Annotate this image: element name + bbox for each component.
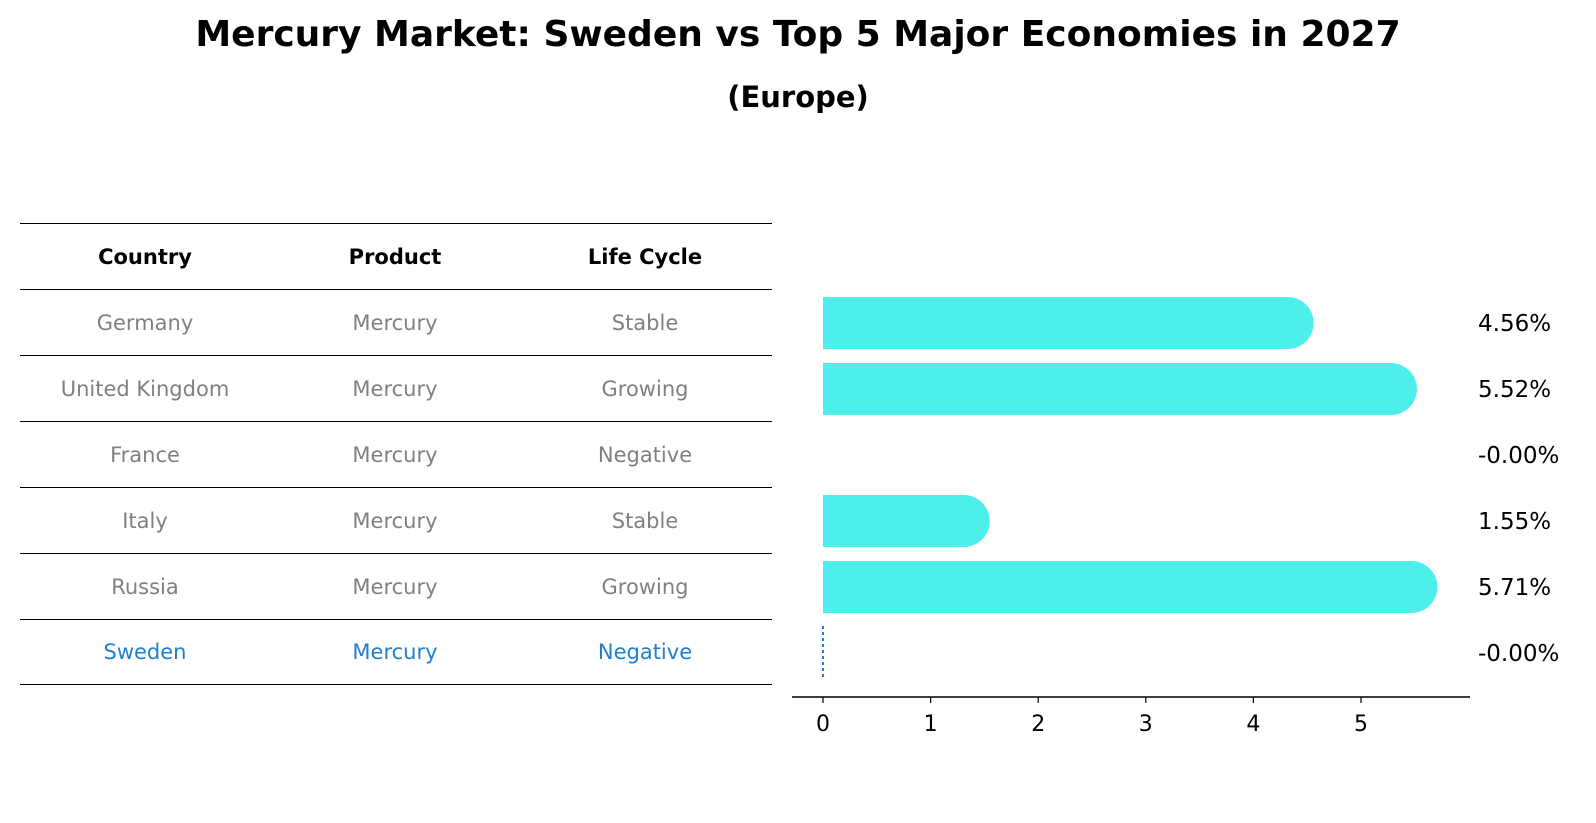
cell-life-cycle: Stable (611, 508, 679, 533)
cell-country: France (110, 442, 180, 467)
cell-product: Mercury (352, 310, 438, 335)
header-life-cycle: Life Cycle (587, 244, 703, 269)
cell-product: Mercury (352, 442, 438, 467)
header-product: Product (348, 244, 442, 269)
x-tick-label: 1 (924, 712, 938, 737)
table-row: Italy Mercury Stable (20, 487, 772, 553)
cell-product: Mercury (352, 574, 438, 599)
cell-country: Sweden (103, 640, 187, 664)
value-label: 4.56% (1478, 311, 1551, 337)
value-label: -0.00% (1478, 443, 1559, 469)
x-tick-label: 3 (1139, 712, 1153, 737)
chart-title: Mercury Market: Sweden vs Top 5 Major Ec… (195, 14, 1401, 55)
cell-product: Mercury (352, 640, 438, 664)
x-tick-label: 4 (1246, 712, 1260, 737)
cell-life-cycle: Negative (597, 640, 693, 664)
header-country: Country (98, 244, 192, 269)
cell-life-cycle: Stable (611, 310, 679, 335)
cell-product: Mercury (352, 376, 438, 401)
cell-country: United Kingdom (60, 376, 230, 401)
bar (823, 495, 990, 547)
table-row: France Mercury Negative (20, 421, 772, 487)
table-row: United Kingdom Mercury Growing (20, 355, 772, 421)
value-label: 1.55% (1478, 509, 1551, 535)
cell-country: Italy (122, 508, 168, 533)
table-row-highlight: Sweden Mercury Negative (20, 619, 772, 685)
x-tick-label: 2 (1031, 712, 1045, 737)
cell-life-cycle: Growing (601, 376, 689, 401)
cell-country: Germany (96, 310, 194, 335)
cell-life-cycle: Growing (601, 574, 689, 599)
value-label: 5.71% (1478, 575, 1551, 601)
table-row: Germany Mercury Stable (20, 289, 772, 355)
bar (823, 561, 1438, 613)
value-label: -0.00% (1478, 641, 1559, 667)
bar (823, 363, 1417, 415)
x-tick-label: 5 (1354, 712, 1368, 737)
cell-life-cycle: Negative (597, 442, 693, 467)
value-label: 5.52% (1478, 377, 1551, 403)
cell-product: Mercury (352, 508, 438, 533)
table-row: Russia Mercury Growing (20, 553, 772, 619)
table-header-row: Country Product Life Cycle (20, 223, 772, 289)
data-table: Country Product Life Cycle Germany Mercu… (20, 223, 772, 685)
x-tick-label: 0 (816, 712, 830, 737)
chart-subtitle: (Europe) (727, 80, 869, 114)
cell-country: Russia (111, 574, 179, 599)
bar (823, 297, 1314, 349)
